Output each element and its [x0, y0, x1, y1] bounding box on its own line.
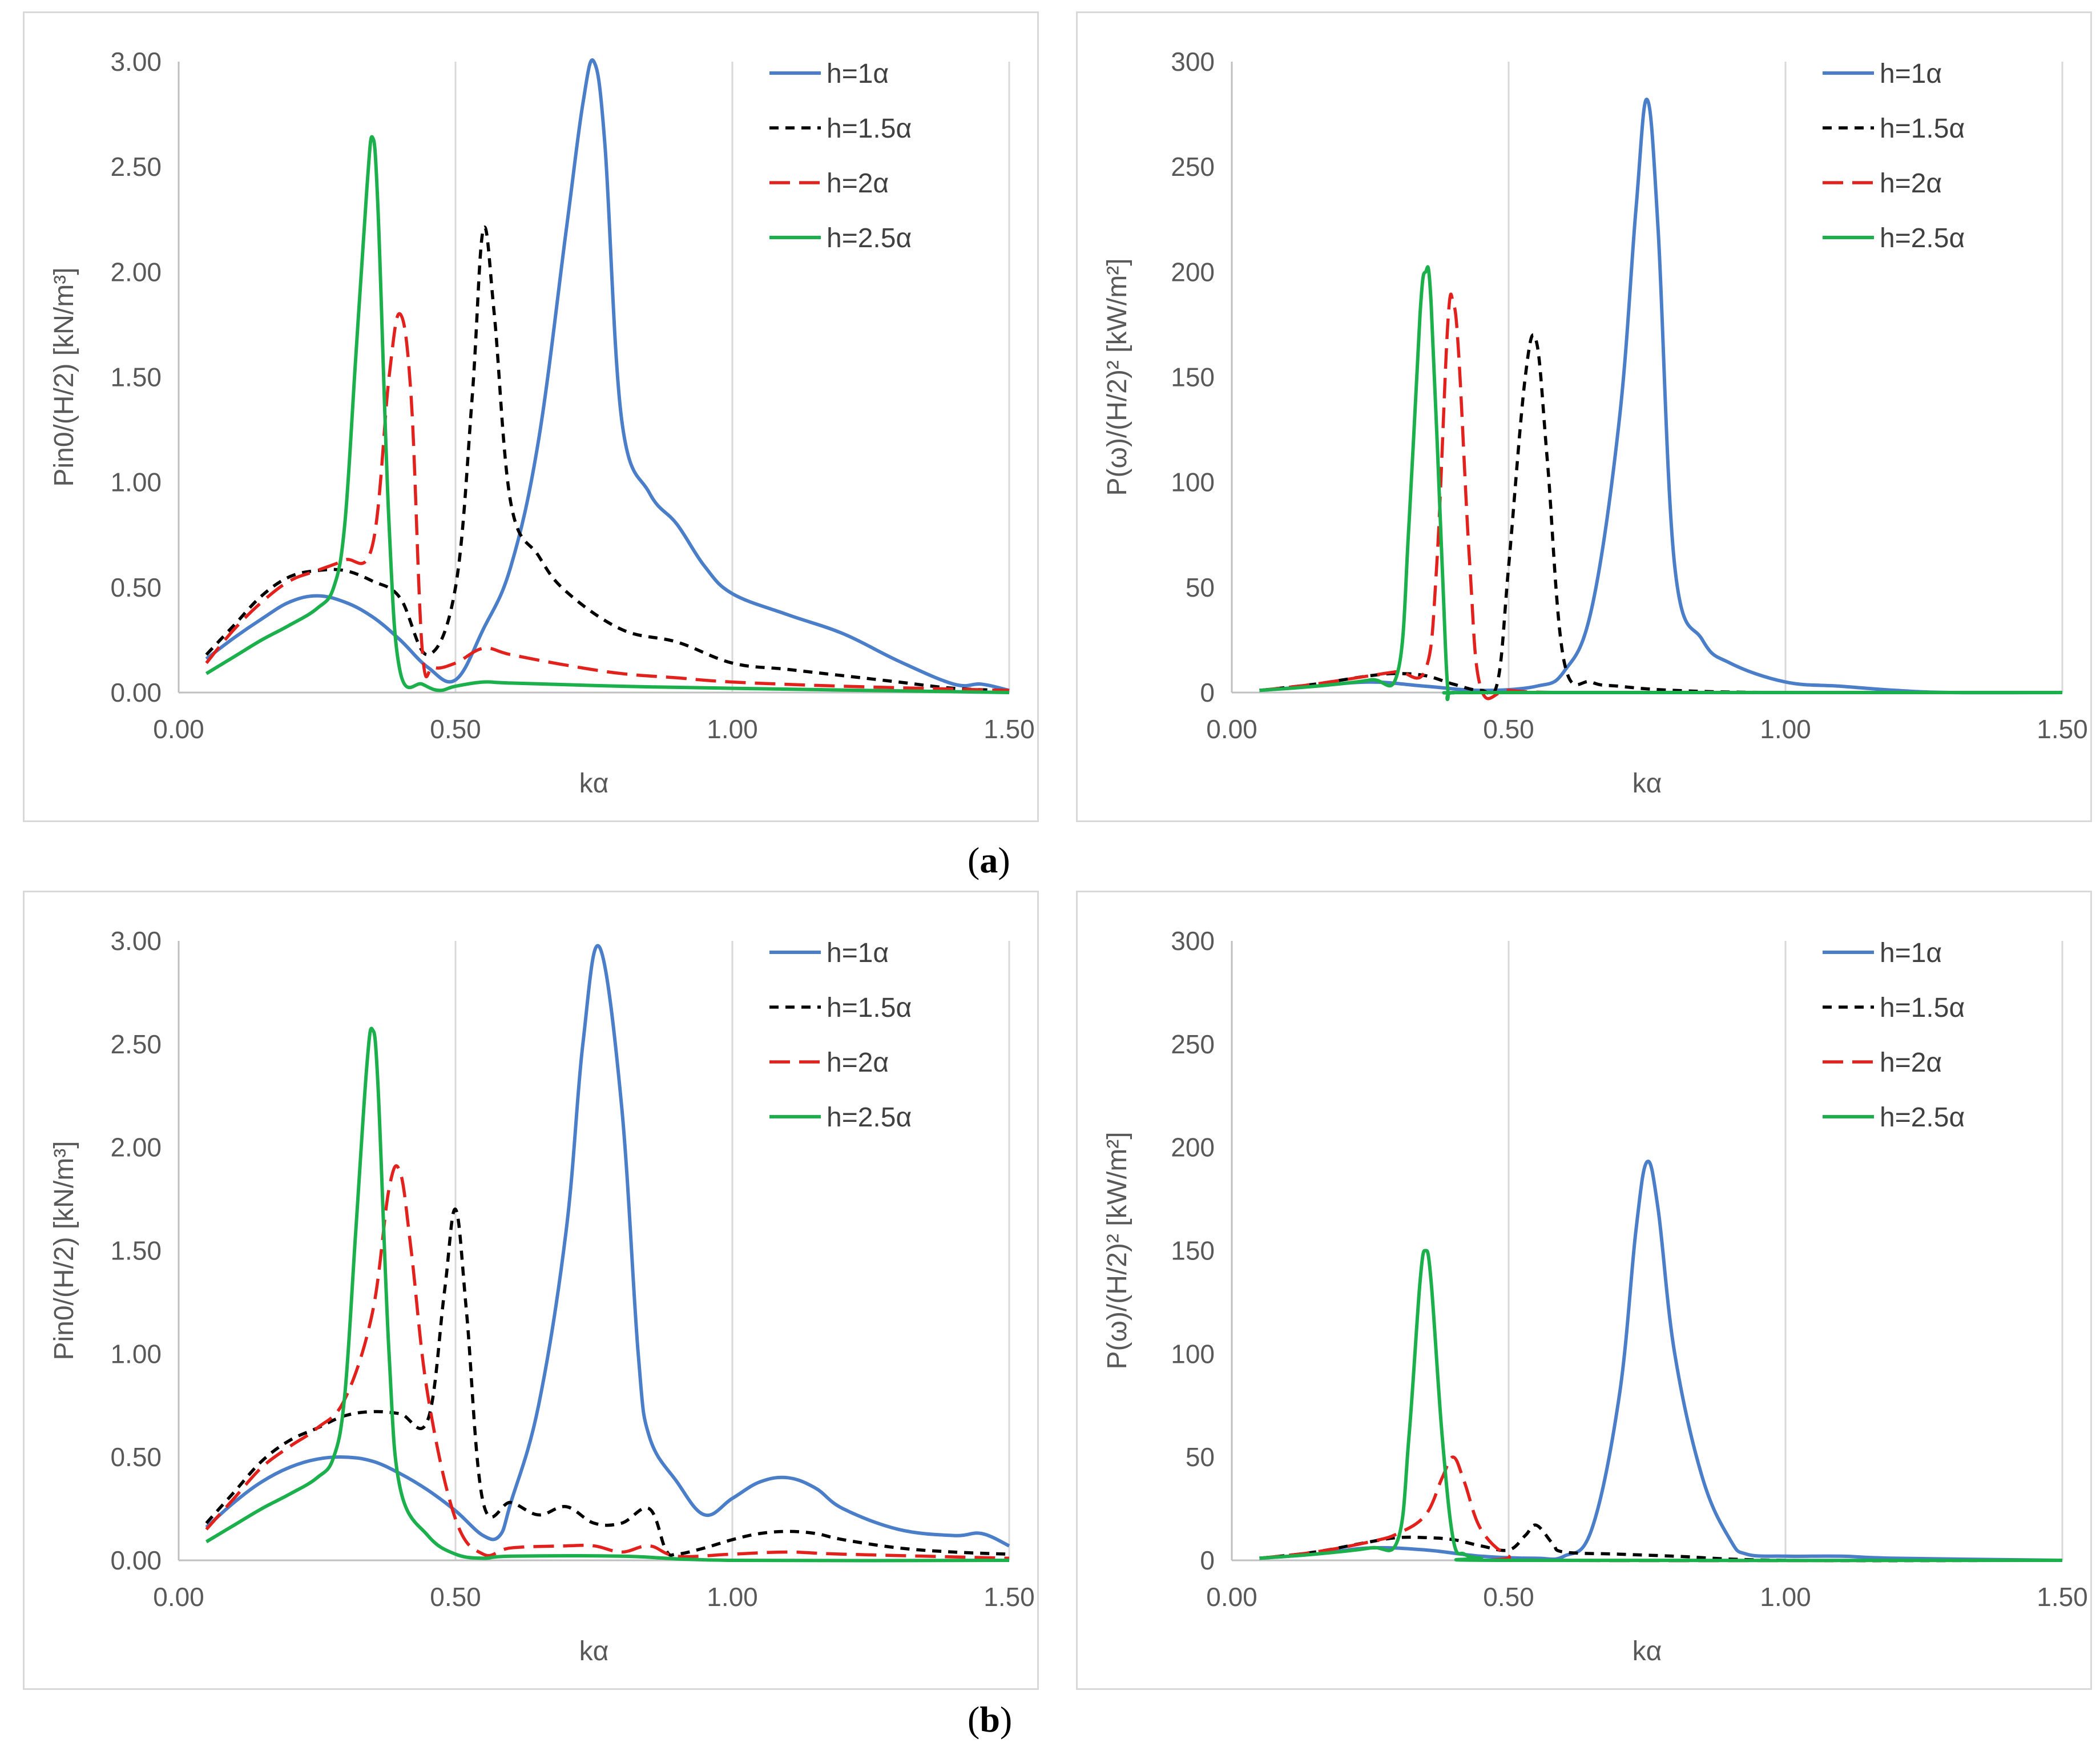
b-right-y-tick-4: 200 — [1171, 1133, 1215, 1162]
b-right-legend-label-2: h=2α — [1880, 1048, 1942, 1078]
label-a-letter: a — [980, 840, 998, 880]
a-left-x-tick-0: 0.00 — [153, 714, 204, 744]
a-right-series-line-2 — [1259, 292, 2062, 701]
b-left-series-line-1 — [205, 1207, 1010, 1557]
b-right-y-tick-5: 250 — [1171, 1029, 1215, 1059]
a-right-y-tick-5: 250 — [1171, 152, 1215, 182]
b-left-y-tick-0: 0.00 — [110, 1545, 162, 1575]
a-right-x-tick-2: 1.00 — [1760, 714, 1811, 744]
b-right-y-tick-2: 100 — [1171, 1339, 1215, 1368]
b-left-y-tick-6: 3.00 — [110, 926, 162, 956]
b-right-legend-label-3: h=2.5α — [1880, 1102, 1965, 1133]
a-left-series-line-1 — [205, 226, 1010, 693]
b-left-legend-label-3: h=2.5α — [827, 1102, 912, 1133]
a-left-y-axis-label: Pin0/(H/2) [kN/m³] — [49, 267, 79, 486]
panel-label-b: (b) — [968, 1698, 1012, 1741]
b-left-legend-label-0: h=1α — [827, 938, 889, 968]
a-left-y-tick-0: 0.00 — [110, 678, 162, 707]
a-left-legend-label-0: h=1α — [827, 59, 889, 89]
a-right-legend-label-2: h=2α — [1880, 168, 1942, 199]
b-right-x-axis-label: kα — [1633, 1636, 1662, 1667]
a-left-x-tick-3: 1.50 — [984, 714, 1035, 744]
a-left-series-line-2 — [205, 312, 1010, 693]
b-right-x-tick-2: 1.00 — [1760, 1582, 1811, 1612]
b-right-x-tick-3: 1.50 — [2037, 1582, 2088, 1612]
a-left-x-tick-1: 0.50 — [430, 714, 481, 744]
b-left-series-line-0 — [205, 944, 1010, 1548]
b-right-series-line-2 — [1259, 1455, 2063, 1563]
b-right-legend-label-1: h=1.5α — [1880, 993, 1965, 1023]
a-left-y-tick-1: 0.50 — [110, 573, 162, 602]
chart-panel-a-right: 0.00 0.50 1.00 1.50 0 50 100 150 200 250 300 kα P(ω)… — [1076, 11, 2092, 822]
chart-b-right: 0.00 0.50 1.00 1.50 0 50 100 150 200 250 300 kα P(ω)… — [1102, 926, 2088, 1667]
label-a-open: ( — [968, 840, 980, 880]
chart-panel-a-left: 0.00 0.50 1.00 1.50 0.00 0.50 1.00 1.50 2.00 2.50… — [23, 11, 1039, 822]
a-left-series-line-0 — [205, 58, 1010, 693]
b-left-y-axis-label: Pin0/(H/2) [kN/m³] — [49, 1141, 79, 1360]
chart-panel-b-right: 0.00 0.50 1.00 1.50 0 50 100 150 200 250 300 kα P(ω)… — [1076, 891, 2092, 1690]
a-left-legend-label-3: h=2.5α — [827, 223, 912, 253]
a-left-legend-label-2: h=2α — [827, 168, 889, 199]
chart-a-right: 0.00 0.50 1.00 1.50 0 50 100 150 200 250 300 kα P(ω)… — [1102, 47, 2088, 799]
b-left-legend-label-1: h=1.5α — [827, 993, 912, 1023]
b-right-y-tick-6: 300 — [1171, 926, 1215, 956]
label-b-letter: b — [980, 1699, 1000, 1740]
label-b-open: ( — [968, 1699, 980, 1740]
b-right-legend-label-0: h=1α — [1880, 938, 1942, 968]
a-right-y-tick-0: 0 — [1200, 678, 1215, 707]
a-left-y-tick-6: 3.00 — [110, 47, 162, 77]
a-left-y-tick-4: 2.00 — [110, 257, 162, 287]
label-b-close: ) — [999, 1699, 1013, 1740]
a-left-y-tick-2: 1.00 — [110, 468, 162, 497]
a-right-y-tick-1: 50 — [1186, 573, 1215, 602]
b-left-legend-label-2: h=2α — [827, 1048, 889, 1078]
a-right-x-tick-3: 1.50 — [2037, 714, 2088, 744]
a-left-y-tick-5: 2.50 — [110, 152, 162, 182]
chart-b-left: 0.00 0.50 1.00 1.50 0.00 0.50 1.00 1.50 2.00 2.50… — [49, 926, 1035, 1667]
a-right-legend-label-0: h=1α — [1880, 59, 1942, 89]
a-right-series-line-3 — [1259, 265, 2062, 702]
a-left-y-tick-3: 1.50 — [110, 363, 162, 392]
a-right-y-tick-2: 100 — [1171, 468, 1215, 497]
b-right-x-tick-0: 0.00 — [1206, 1582, 1257, 1612]
a-right-x-tick-1: 0.50 — [1483, 714, 1534, 744]
b-right-series-line-3 — [1259, 1249, 2063, 1563]
a-left-legend-label-1: h=1.5α — [827, 114, 912, 144]
b-right-series-line-1 — [1259, 1523, 2063, 1563]
b-left-x-tick-0: 0.00 — [153, 1582, 204, 1612]
a-left-x-axis-label: kα — [579, 768, 609, 799]
a-right-x-axis-label: kα — [1633, 768, 1662, 799]
a-right-legend-label-3: h=2.5α — [1880, 223, 1965, 253]
b-left-x-tick-1: 0.50 — [430, 1582, 481, 1612]
b-left-y-tick-3: 1.50 — [110, 1236, 162, 1266]
b-left-y-tick-4: 2.00 — [110, 1133, 162, 1162]
label-a-close: ) — [998, 840, 1010, 880]
a-right-series-line-1 — [1259, 333, 2063, 697]
a-right-y-axis-label: P(ω)/(H/2)² [kW/m²] — [1102, 258, 1132, 496]
b-right-y-tick-0: 0 — [1200, 1545, 1215, 1575]
b-right-y-tick-3: 150 — [1171, 1236, 1215, 1266]
b-left-x-axis-label: kα — [579, 1636, 609, 1667]
chart-a-left: 0.00 0.50 1.00 1.50 0.00 0.50 1.00 1.50 2.00 2.50… — [49, 47, 1035, 799]
b-right-y-tick-1: 50 — [1186, 1442, 1215, 1472]
a-right-legend-label-1: h=1.5α — [1880, 114, 1965, 144]
a-right-y-tick-6: 300 — [1171, 47, 1215, 77]
b-left-x-tick-2: 1.00 — [707, 1582, 758, 1612]
b-right-x-tick-1: 0.50 — [1483, 1582, 1534, 1612]
a-left-series-line-3 — [205, 135, 1010, 694]
b-left-series-line-2 — [205, 1164, 1010, 1560]
a-right-x-tick-0: 0.00 — [1206, 714, 1257, 744]
b-left-y-tick-5: 2.50 — [110, 1029, 162, 1059]
a-right-y-tick-3: 150 — [1171, 363, 1215, 392]
b-left-series-line-3 — [205, 1027, 1010, 1563]
panel-label-a: (a) — [968, 839, 1010, 882]
b-left-y-tick-1: 0.50 — [110, 1442, 162, 1472]
a-left-x-tick-2: 1.00 — [707, 714, 758, 744]
b-left-y-tick-2: 1.00 — [110, 1339, 162, 1368]
b-right-series-line-0 — [1259, 1160, 2063, 1562]
chart-panel-b-left: 0.00 0.50 1.00 1.50 0.00 0.50 1.00 1.50 2.00 2.50… — [23, 891, 1039, 1690]
b-right-y-axis-label: P(ω)/(H/2)² [kW/m²] — [1102, 1132, 1132, 1369]
b-left-x-tick-3: 1.50 — [984, 1582, 1035, 1612]
a-right-y-tick-4: 200 — [1171, 257, 1215, 287]
